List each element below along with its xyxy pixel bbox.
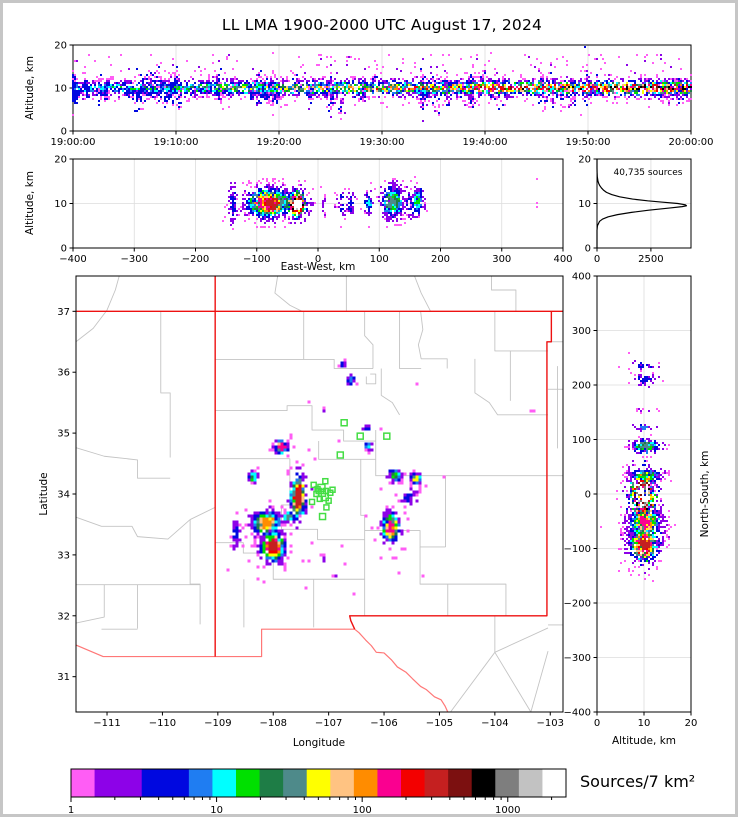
svg-text:19:30:00: 19:30:00 bbox=[360, 137, 405, 148]
plan-view-map-panel: −111 −110 −109 −108 −107 −106 −105 −104 −1033132… bbox=[57, 275, 564, 729]
colorbar: 1 10 100 1000 bbox=[68, 768, 567, 814]
ns-y-axis-label: North-South, km bbox=[699, 451, 711, 538]
ns-x-axis-label: Altitude, km bbox=[612, 735, 676, 747]
time-height-panel: 19:00:00 19:10:00 19:20:00 19:30:00 19:40:00… bbox=[51, 41, 714, 149]
svg-text:19:20:00: 19:20:00 bbox=[257, 137, 302, 148]
lma-plot-canvas: 19:00:00 19:10:00 19:20:00 19:30:00 19:40:00… bbox=[24, 41, 714, 815]
svg-text:20:00:00: 20:00:00 bbox=[669, 137, 714, 148]
colorbar-label: Sources/7 km² bbox=[580, 772, 696, 791]
svg-text:19:50:00: 19:50:00 bbox=[566, 137, 611, 148]
p1-y-axis-label: Altitude, km bbox=[24, 56, 36, 120]
figure-title: LL LMA 1900-2000 UTC August 17, 2024 bbox=[221, 16, 543, 34]
svg-text:10: 10 bbox=[54, 84, 67, 95]
p2-y-axis-label: Altitude, km bbox=[24, 171, 36, 235]
p2-x-axis-label: East-West, km bbox=[281, 261, 356, 273]
svg-text:0: 0 bbox=[61, 127, 67, 138]
svg-text:19:40:00: 19:40:00 bbox=[463, 137, 508, 148]
source-count-annotation: 40,735 sources bbox=[614, 168, 683, 178]
svg-text:19:00:00: 19:00:00 bbox=[51, 137, 96, 148]
svg-text:20: 20 bbox=[54, 41, 67, 52]
svg-text:19:10:00: 19:10:00 bbox=[154, 137, 199, 148]
map-x-axis-label: Longitude bbox=[293, 737, 345, 749]
map-y-axis-label: Latitude bbox=[38, 472, 50, 515]
